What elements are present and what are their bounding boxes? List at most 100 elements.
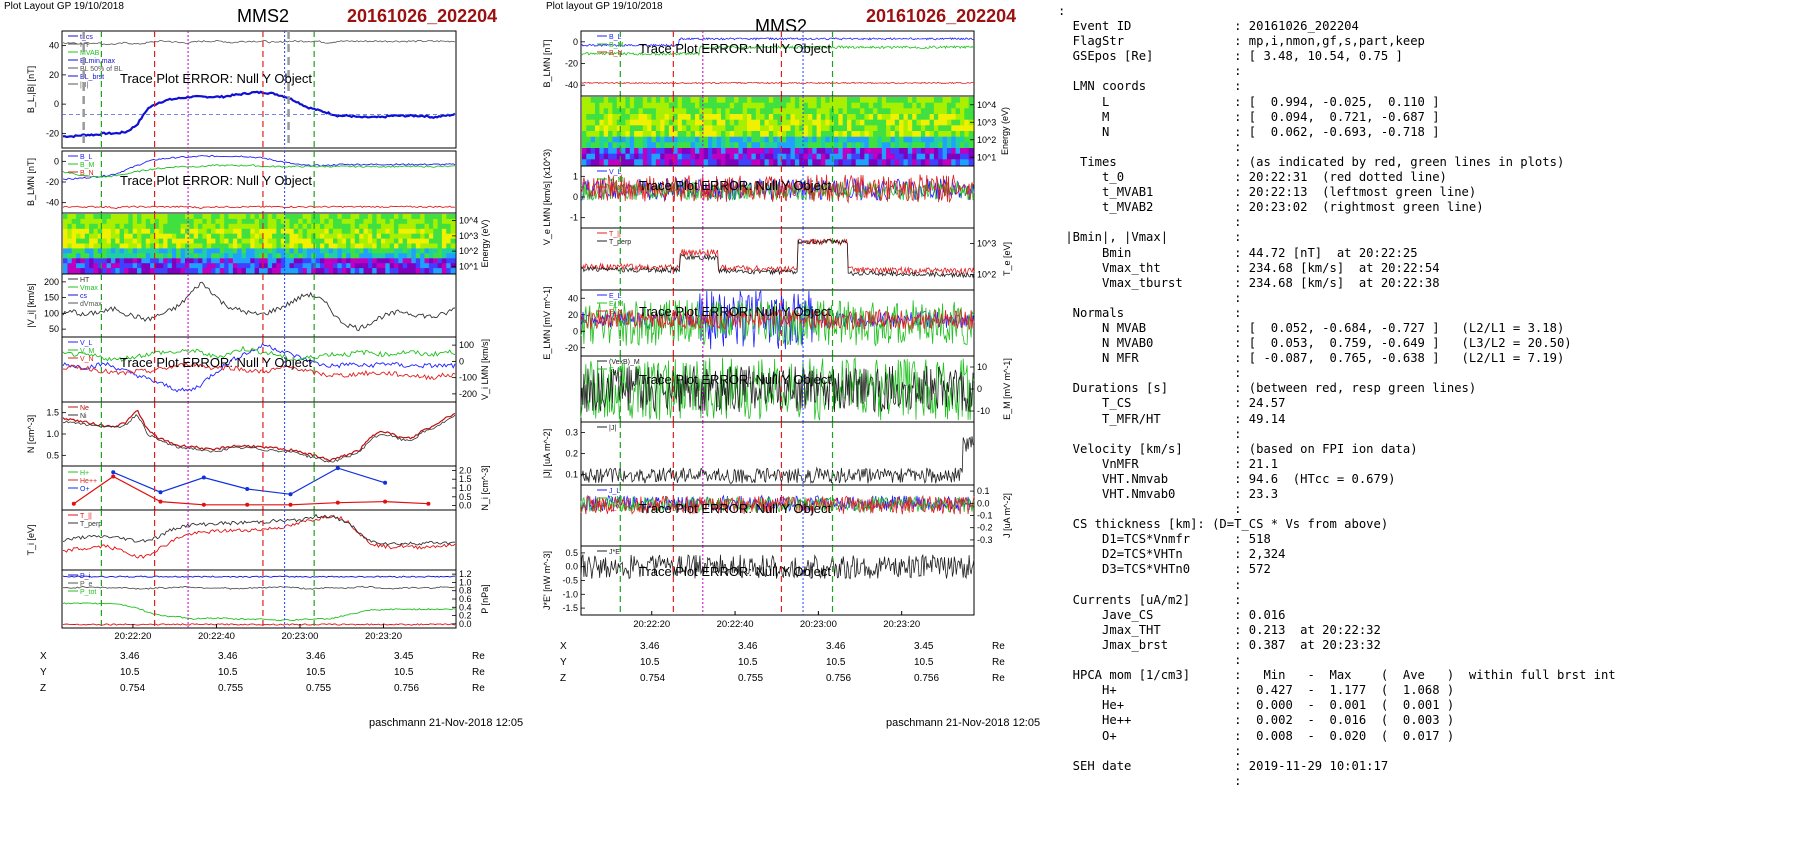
spectrogram-cell bbox=[860, 136, 865, 143]
spectrogram-cell bbox=[420, 253, 426, 259]
spectrogram-cell bbox=[907, 148, 913, 155]
summary-line: LMN coords : bbox=[1058, 79, 1242, 94]
spectrogram-cell bbox=[407, 243, 413, 249]
spectrogram-cell bbox=[154, 263, 160, 269]
spectrogram-cell bbox=[176, 214, 182, 220]
spectrogram-cell bbox=[938, 148, 944, 155]
spectrogram-cell bbox=[582, 114, 587, 121]
spectrogram-cell bbox=[206, 243, 212, 249]
spectrogram-cell bbox=[350, 243, 356, 249]
spectrogram-cell bbox=[625, 153, 631, 160]
spectrogram-cell bbox=[742, 102, 748, 109]
legend-entry: E_L bbox=[609, 293, 622, 300]
spectrogram-cell bbox=[189, 228, 195, 235]
spectrogram-cell bbox=[193, 228, 199, 235]
spectrogram-cell bbox=[668, 114, 674, 121]
spectrogram-cell bbox=[150, 253, 156, 259]
spectrogram-cell bbox=[755, 119, 761, 126]
spectrogram-cell bbox=[690, 159, 696, 166]
spectrogram-cell bbox=[198, 228, 203, 235]
spectrogram-cell bbox=[894, 114, 900, 121]
spectrogram-cell bbox=[189, 248, 195, 254]
spectrogram-cell bbox=[89, 253, 95, 259]
spectrogram-cell bbox=[198, 268, 203, 274]
spectrogram-cell bbox=[306, 228, 312, 235]
spectrogram-cell bbox=[925, 102, 931, 109]
spectrogram-cell bbox=[241, 228, 247, 235]
spectrogram-cell bbox=[350, 223, 356, 230]
spectrogram-cell bbox=[899, 114, 904, 121]
spectrogram-cell bbox=[415, 243, 421, 249]
spectrogram-cell bbox=[873, 114, 878, 121]
spectrogram-cell bbox=[794, 159, 800, 166]
spectrogram-cell bbox=[629, 97, 635, 104]
spectrogram-cell bbox=[929, 108, 935, 115]
spectrogram-cell bbox=[84, 228, 90, 235]
spectrogram-cell bbox=[712, 131, 718, 138]
spectrogram-cell bbox=[167, 218, 173, 225]
spectrogram-cell bbox=[276, 263, 282, 269]
spectrogram-cell bbox=[812, 142, 818, 149]
spectrogram-cell bbox=[664, 108, 670, 115]
spectrogram-cell bbox=[781, 119, 787, 126]
spectrogram-cell bbox=[695, 114, 700, 121]
spectrogram-cell bbox=[764, 153, 770, 160]
spectrogram-cell bbox=[245, 223, 251, 230]
spectrogram-cell bbox=[855, 159, 861, 166]
spectrogram-cell bbox=[825, 159, 831, 166]
spectrogram-cell bbox=[441, 243, 447, 249]
spectrogram-cell bbox=[755, 108, 761, 115]
spectrogram-cell bbox=[346, 268, 352, 274]
spectrogram-cell bbox=[285, 258, 291, 264]
summary-line: Event ID : 20161026_202204 bbox=[1058, 19, 1359, 34]
spectrogram-cell bbox=[328, 214, 334, 220]
spectrogram-cell bbox=[97, 223, 103, 230]
spectrogram-cell bbox=[677, 142, 683, 149]
spectrogram-cell bbox=[154, 233, 160, 240]
spectrogram-cell bbox=[851, 114, 857, 121]
spectrogram-cell bbox=[751, 131, 757, 138]
spectrogram-cell bbox=[324, 214, 330, 220]
spectrogram-cell bbox=[350, 263, 356, 269]
spectrogram-cell bbox=[586, 142, 592, 149]
spectrogram-cell bbox=[807, 108, 813, 115]
spectrogram-cell bbox=[267, 238, 273, 245]
event-summary: : Event ID : 20161026_202204 FlagStr : m… bbox=[1058, 4, 1798, 789]
spectrogram-cell bbox=[729, 97, 735, 104]
spectrogram-cell bbox=[450, 214, 456, 220]
spectrogram-cell bbox=[224, 223, 230, 230]
spectrogram-cell bbox=[89, 258, 95, 264]
right-panel-4: 10^310^2T_e [eV]T_||T_perp bbox=[580, 227, 1012, 291]
tick-label: 0.0 bbox=[459, 501, 472, 511]
spectrogram-cell bbox=[320, 214, 325, 220]
spectrogram-cell bbox=[176, 228, 182, 235]
spectrogram-cell bbox=[873, 148, 878, 155]
panel-frame bbox=[61, 401, 457, 467]
tick-label: 0.5 bbox=[459, 492, 472, 502]
spectrogram-cell bbox=[232, 238, 238, 245]
spectrogram-cell bbox=[873, 119, 878, 126]
spectrogram-cell bbox=[616, 136, 622, 143]
spectrogram-cell bbox=[110, 228, 116, 235]
spectrogram-cell bbox=[315, 248, 321, 254]
spectrogram-cell bbox=[794, 114, 800, 121]
spectrogram-cell bbox=[946, 102, 952, 109]
spectrogram-cell bbox=[158, 233, 164, 240]
spectrogram-cell bbox=[868, 142, 874, 149]
spectrogram-cell bbox=[781, 136, 787, 143]
spectrogram-cell bbox=[777, 97, 783, 104]
spectrogram-cell bbox=[398, 223, 404, 230]
spectrogram-cell bbox=[755, 148, 761, 155]
spectrogram-cell bbox=[441, 238, 447, 245]
spectrogram-cell bbox=[407, 263, 413, 269]
spectrogram-cell bbox=[881, 102, 887, 109]
spectrogram-cell bbox=[67, 218, 73, 225]
spectrogram-cell bbox=[189, 214, 195, 220]
spectrogram-cell bbox=[790, 97, 796, 104]
spectrogram-cell bbox=[137, 253, 142, 259]
spectrogram-cell bbox=[106, 218, 112, 225]
spectrogram-cell bbox=[263, 218, 269, 225]
spectrogram-cell bbox=[834, 102, 839, 109]
summary-line: D3=TCS*VHTn0 : 572 bbox=[1058, 562, 1271, 577]
error-message: Trace Plot ERROR: Null Y Object bbox=[639, 178, 831, 193]
